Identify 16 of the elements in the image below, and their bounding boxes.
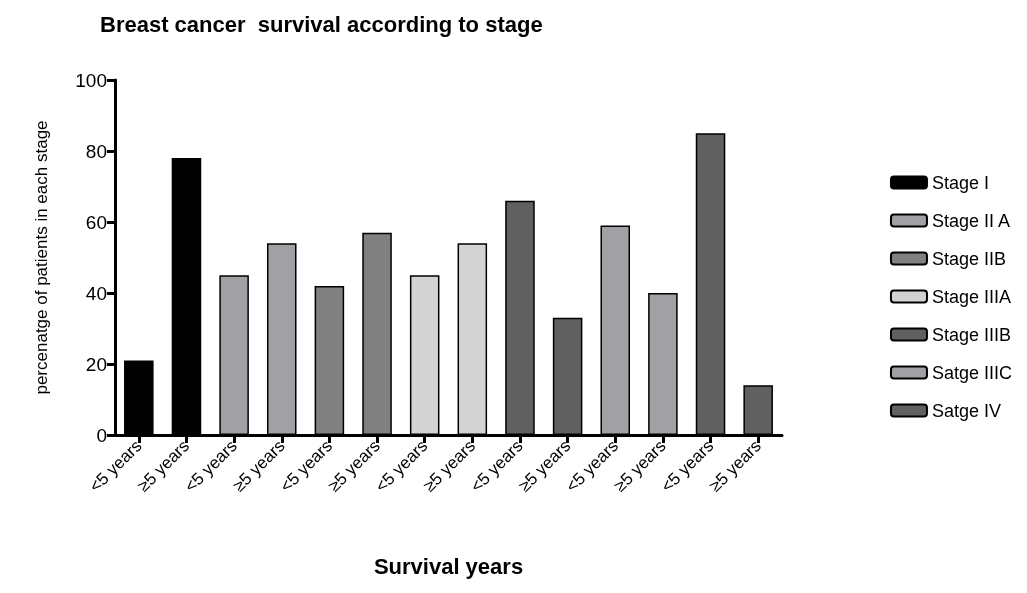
legend-label: Stage IIB xyxy=(931,248,1007,269)
y-tick-label: 20 xyxy=(85,353,107,375)
legend-label: Stage IIIA xyxy=(931,286,1012,307)
chart-title: Breast cancer survival according to stage xyxy=(100,11,543,37)
y-tick-label: 40 xyxy=(85,282,107,304)
legend-label: Stage I xyxy=(931,172,989,193)
legend-label: Stage IIIB xyxy=(931,324,1012,345)
y-axis-title: percenatge of patients in each stage xyxy=(32,120,51,395)
x-axis-title: Survival years xyxy=(373,553,524,579)
legend-label: Satge IV xyxy=(931,400,1001,421)
y-tick-label: 60 xyxy=(85,211,107,233)
y-tick-label: 80 xyxy=(85,140,107,162)
legend-label: Satge IIIC xyxy=(931,362,1012,383)
legend-label: Stage II A xyxy=(931,210,1011,231)
y-tick-label: 100 xyxy=(75,69,107,91)
y-tick-label: 0 xyxy=(96,424,107,446)
